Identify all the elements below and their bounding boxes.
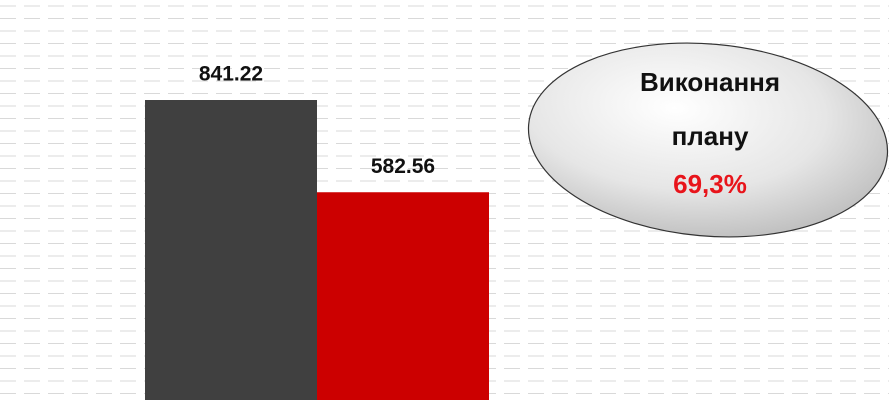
annotation-line: Виконання (640, 67, 780, 97)
bar (145, 100, 317, 400)
annotation-bubble (527, 42, 889, 238)
data-label: 841.22 (199, 63, 263, 86)
annotation-value: 69,3% (673, 169, 747, 199)
data-label: 582.56 (371, 155, 435, 178)
bar (317, 192, 489, 400)
annotation-line: плану (672, 121, 749, 151)
bars: 841.22 582.56 (145, 63, 489, 400)
